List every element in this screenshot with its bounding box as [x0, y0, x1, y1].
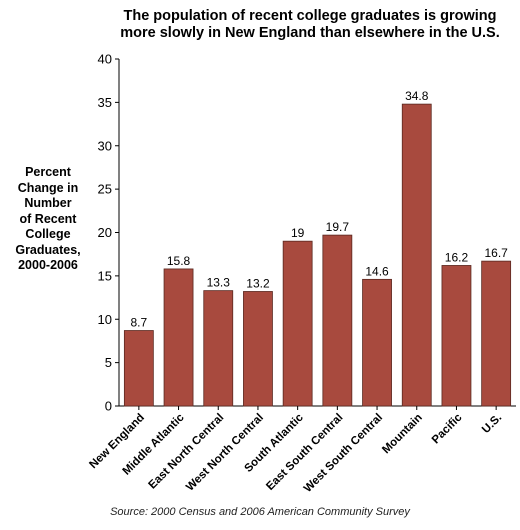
- x-tick-label: West South Central: [302, 412, 385, 495]
- y-tick-label: 5: [105, 355, 112, 370]
- bar-value-label: 15.8: [167, 254, 191, 268]
- bar: [441, 265, 472, 407]
- y-tick-label: 35: [98, 95, 112, 110]
- x-tick-label: East South Central: [264, 412, 345, 493]
- x-tick-label: West North Central: [184, 412, 266, 494]
- chart-title-line-1: The population of recent college graduat…: [123, 8, 497, 24]
- bar: [123, 330, 154, 407]
- y-axis-label-line: College: [25, 227, 71, 241]
- y-tick-label: 30: [98, 138, 112, 153]
- y-tick-label: 15: [98, 268, 112, 283]
- x-tick-label: Mountain: [380, 412, 425, 457]
- y-axis-label-line: Percent: [25, 165, 71, 179]
- bar-value-label: 13.3: [207, 276, 231, 290]
- bar: [243, 291, 273, 407]
- y-axis-label-line: of Recent: [19, 211, 77, 226]
- y-axis-label-line: 2000-2006: [18, 258, 78, 272]
- source-note: Source: 2000 Census and 2006 American Co…: [110, 506, 410, 518]
- bar-value-label: 16.7: [484, 246, 508, 260]
- y-axis-label: Percent Change in Number of Recent Colle…: [0, 165, 96, 274]
- bar-value-label: 8.7: [131, 316, 148, 330]
- bar: [401, 103, 432, 407]
- y-tick-label: 0: [105, 399, 112, 414]
- bar: [282, 240, 313, 407]
- y-tick-label: 10: [98, 312, 112, 327]
- bar: [362, 278, 392, 407]
- bar: [203, 290, 234, 407]
- y-tick-label: 20: [98, 225, 112, 240]
- y-axis-label-line: Change in: [17, 180, 79, 195]
- bar-value-label: 19.7: [326, 220, 350, 234]
- x-tick-label: Pacific: [430, 411, 465, 446]
- bar: [163, 268, 194, 407]
- y-axis-label-line: Number: [24, 196, 72, 210]
- y-tick-label: 25: [98, 182, 112, 197]
- bar: [322, 234, 353, 407]
- bar-value-label: 16.2: [445, 250, 469, 264]
- x-tick-label: East North Central: [146, 412, 226, 492]
- chart-title-line-2: more slowly in New England than elsewher…: [120, 25, 500, 41]
- y-axis-label-line: Graduates,: [15, 242, 81, 257]
- chart-title: The population of recent college graduat…: [100, 8, 520, 42]
- bar-value-label: 13.2: [246, 276, 270, 290]
- bar-value-label: 14.6: [365, 264, 389, 278]
- x-tick-label: U.S.: [480, 412, 504, 436]
- bar: [481, 260, 512, 407]
- y-tick-label: 40: [98, 52, 112, 67]
- bar-value-label: 34.8: [405, 89, 429, 103]
- bar-value-label: 19: [291, 226, 305, 240]
